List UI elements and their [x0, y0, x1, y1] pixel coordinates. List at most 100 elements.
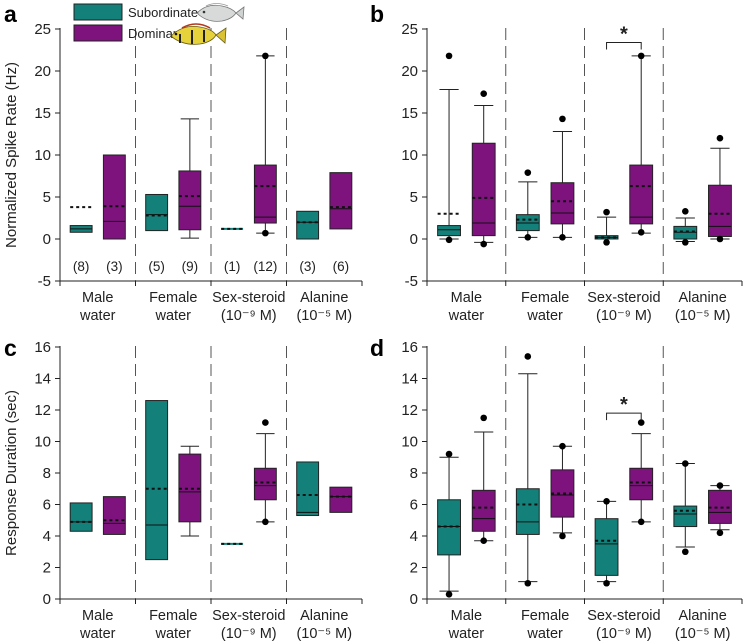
- y-tick-label-c: 4: [43, 528, 51, 545]
- category-label-d: Alanine: [678, 608, 726, 624]
- legend-swatch-subordinate: [73, 3, 123, 21]
- y-tick-label-d: 12: [401, 402, 418, 419]
- outlier-dom-d: [637, 518, 645, 526]
- outlier-dom-c: [262, 518, 269, 526]
- n-label-a: (5): [148, 259, 165, 274]
- outlier-dom-b: [637, 52, 645, 60]
- category-label-a: Female: [149, 290, 197, 306]
- subordinate-fish-icon: [197, 3, 245, 22]
- box-dom-c: [102, 496, 126, 535]
- outlier-sub-d: [603, 498, 610, 505]
- y-tick-label-b: -5: [405, 273, 418, 290]
- legend: Subordinate Dominant: [73, 3, 245, 45]
- y-tick-label-d: 10: [401, 434, 418, 451]
- box-dom-b: [629, 164, 654, 225]
- n-label-a: (3): [299, 259, 316, 274]
- outlier-dom-b: [559, 234, 566, 241]
- category-label-c: (10⁻⁵ M): [296, 626, 352, 642]
- box-dom-c: [253, 467, 277, 501]
- y-tick-label-c: 0: [43, 591, 51, 608]
- box-sub-d: [673, 505, 698, 528]
- box-sub-d: [594, 518, 619, 576]
- category-label-d: Sex-steroid: [587, 608, 660, 624]
- category-label-a: Sex-steroid: [212, 290, 285, 306]
- y-tick-label-b: 5: [410, 189, 418, 206]
- category-label-d: Female: [521, 608, 569, 624]
- category-label-d: Male: [451, 608, 482, 624]
- category-label-a: water: [155, 308, 192, 324]
- box-dom-d: [629, 467, 654, 501]
- y-tick-label-a: 5: [43, 189, 51, 206]
- outlier-dom-d: [716, 529, 724, 537]
- box-sub-a: [145, 193, 169, 232]
- category-label-a: (10⁻⁹ M): [221, 308, 277, 324]
- y-tick-label-b: 20: [401, 63, 418, 80]
- y-axis-label-c: Response Duration (sec): [3, 390, 20, 556]
- outlier-sub-d: [682, 460, 689, 467]
- box-sub-d: [515, 488, 540, 535]
- y-tick-label-d: 6: [410, 497, 418, 514]
- outlier-dom-d: [716, 482, 724, 489]
- outlier-dom-a: [262, 229, 269, 237]
- dominant-fish-icon: [171, 23, 227, 45]
- box-dom-b: [471, 142, 496, 237]
- y-tick-label-a: 25: [34, 21, 51, 38]
- outlier-sub-b: [445, 52, 453, 60]
- box-sub-a: [296, 210, 320, 240]
- outlier-dom-b: [559, 115, 566, 123]
- y-tick-label-c: 14: [34, 371, 51, 388]
- y-tick-label-c: 12: [34, 402, 51, 419]
- outlier-sub-d: [445, 450, 453, 458]
- category-label-b: (10⁻⁹ M): [596, 308, 652, 324]
- significance-star-d: *: [620, 394, 628, 416]
- outlier-dom-c: [262, 419, 269, 426]
- box-sub-b: [437, 225, 461, 237]
- outlier-sub-d: [603, 579, 610, 587]
- outlier-sub-d: [524, 353, 532, 360]
- y-tick-label-d: 8: [410, 465, 418, 482]
- category-label-c: water: [155, 626, 192, 642]
- outlier-sub-b: [603, 208, 610, 216]
- panel-letter-d: d: [370, 335, 384, 361]
- box-dom-b: [550, 182, 575, 225]
- category-label-a: Male: [82, 290, 113, 306]
- y-tick-label-a: 10: [34, 147, 51, 164]
- outlier-dom-d: [637, 419, 645, 426]
- outlier-dom-b: [637, 228, 645, 236]
- y-tick-label-a: 20: [34, 63, 51, 80]
- y-tick-label-b: 0: [410, 231, 418, 248]
- y-tick-label-c: 16: [34, 339, 51, 356]
- y-tick-label-d: 14: [401, 371, 418, 388]
- category-label-c: Male: [82, 608, 113, 624]
- category-label-b: Male: [451, 290, 482, 306]
- outlier-sub-b: [524, 169, 532, 176]
- category-label-a: water: [79, 308, 116, 324]
- box-sub-c: [145, 400, 169, 561]
- box-dom-c: [329, 486, 353, 513]
- outlier-sub-b: [682, 207, 689, 215]
- y-tick-label-d: 4: [410, 528, 418, 545]
- n-label-a: (9): [182, 259, 199, 274]
- outlier-dom-b: [480, 240, 488, 248]
- category-label-b: (10⁻⁵ M): [675, 308, 731, 324]
- y-tick-label-d: 2: [410, 560, 418, 577]
- category-label-b: Alanine: [678, 290, 726, 306]
- panel-a: a Normalized Spike Rate (Hz) -5 0 5 10 15 20 25 M…: [3, 1, 363, 324]
- category-label-a: (10⁻⁵ M): [296, 308, 352, 324]
- n-label-a: (1): [224, 259, 241, 274]
- outlier-dom-b: [480, 90, 488, 97]
- category-label-b: water: [448, 308, 485, 324]
- box-dom-b: [708, 184, 732, 237]
- legend-label-subordinate: Subordinate: [128, 5, 198, 20]
- y-tick-label-a: 0: [43, 231, 51, 248]
- category-label-c: water: [79, 626, 116, 642]
- category-label-b: Sex-steroid: [587, 290, 660, 306]
- category-label-d: (10⁻⁵ M): [675, 626, 731, 642]
- panel-letter-c: c: [4, 335, 17, 361]
- n-label-a: (6): [333, 259, 350, 274]
- outlier-sub-b: [445, 236, 453, 244]
- category-label-c: Sex-steroid: [212, 608, 285, 624]
- n-label-a: (3): [106, 259, 123, 274]
- outlier-sub-d: [682, 548, 689, 556]
